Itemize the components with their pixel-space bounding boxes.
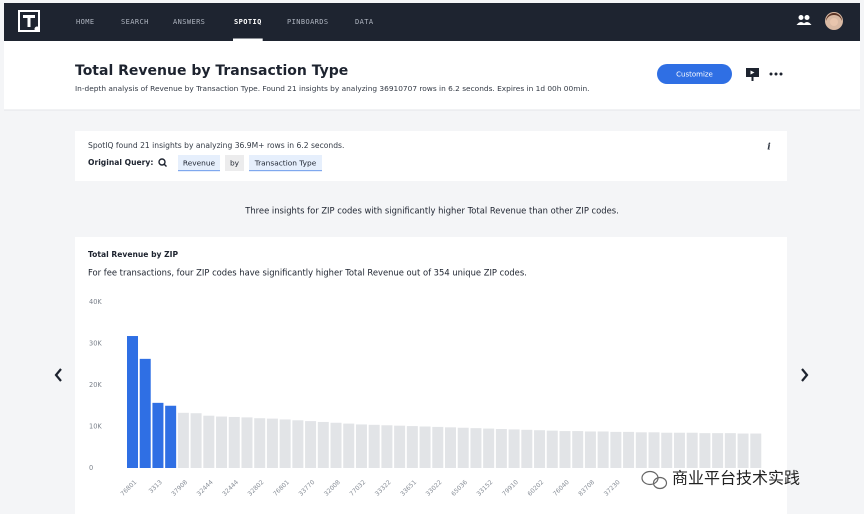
- query-chip-label[interactable]: Transaction Type: [254, 159, 317, 168]
- bar[interactable]: [610, 431, 622, 468]
- bar[interactable]: [419, 426, 431, 469]
- watermark-text: 商业平台技术实践: [672, 469, 800, 488]
- bar[interactable]: [597, 431, 609, 468]
- customize-button[interactable]: Customize: [657, 64, 732, 84]
- query-chip-label[interactable]: by: [230, 159, 240, 168]
- query-chip-underline: [178, 170, 220, 172]
- bar[interactable]: [190, 413, 202, 468]
- chart-title: Total Revenue by ZIP: [88, 250, 178, 259]
- bar[interactable]: [254, 418, 266, 468]
- nav-item[interactable]: SPOTIQ: [234, 18, 262, 26]
- bar[interactable]: [152, 402, 164, 468]
- bar[interactable]: [203, 415, 215, 468]
- bar[interactable]: [241, 417, 253, 468]
- query-chip-label[interactable]: Revenue: [183, 159, 216, 168]
- bar[interactable]: [305, 421, 317, 468]
- bar[interactable]: [750, 433, 762, 468]
- y-tick-label: 0: [89, 464, 93, 472]
- bar[interactable]: [584, 431, 596, 468]
- bar[interactable]: [228, 416, 240, 468]
- page-title: Total Revenue by Transaction Type: [75, 63, 348, 79]
- bar[interactable]: [623, 431, 635, 468]
- nav-bar: [4, 3, 860, 41]
- next-arrow[interactable]: [801, 368, 809, 382]
- bar[interactable]: [177, 412, 189, 468]
- query-label: Original Query:: [88, 158, 153, 167]
- info-icon[interactable]: i: [767, 143, 771, 153]
- bar[interactable]: [661, 432, 673, 468]
- users-icon[interactable]: [796, 15, 812, 25]
- bar[interactable]: [368, 424, 380, 468]
- bar[interactable]: [165, 405, 177, 468]
- avatar[interactable]: [825, 12, 843, 30]
- y-tick-label: 40K: [89, 298, 102, 306]
- watermark-icon: [641, 470, 668, 490]
- bar[interactable]: [317, 421, 329, 468]
- bar[interactable]: [737, 433, 749, 468]
- bar[interactable]: [724, 433, 736, 468]
- bar[interactable]: [266, 418, 278, 468]
- page-subtitle: In-depth analysis of Revenue by Transact…: [75, 84, 590, 93]
- bar[interactable]: [343, 423, 355, 468]
- bar[interactable]: [699, 433, 711, 468]
- chart-subtitle: For fee transactions, four ZIP codes hav…: [88, 268, 527, 278]
- nav-item[interactable]: PINBOARDS: [287, 18, 329, 26]
- query-chip: [178, 155, 220, 171]
- bar[interactable]: [216, 416, 228, 468]
- bar[interactable]: [355, 424, 367, 468]
- bar[interactable]: [394, 425, 406, 468]
- bar[interactable]: [572, 431, 584, 468]
- y-tick-label: 10K: [89, 423, 102, 431]
- bar[interactable]: [483, 428, 495, 468]
- present-icon[interactable]: [746, 68, 759, 81]
- bar[interactable]: [635, 432, 647, 468]
- y-tick-label: 20K: [89, 381, 102, 389]
- bar[interactable]: [330, 422, 342, 468]
- bar[interactable]: [139, 358, 151, 468]
- bar[interactable]: [445, 427, 456, 468]
- bar[interactable]: [521, 429, 533, 468]
- bar[interactable]: [470, 428, 482, 468]
- insight-heading: Three insights for ZIP codes with signif…: [244, 206, 619, 216]
- query-chip: [249, 155, 322, 171]
- bar[interactable]: [508, 429, 520, 468]
- search-icon: [158, 158, 167, 167]
- summary-text: SpotIQ found 21 insights by analyzing 36…: [88, 141, 344, 150]
- bar[interactable]: [127, 336, 138, 468]
- bar[interactable]: [495, 428, 507, 468]
- bar[interactable]: [559, 431, 571, 468]
- bar[interactable]: [686, 432, 698, 468]
- y-tick-label: 30K: [89, 340, 102, 348]
- prev-arrow[interactable]: [54, 368, 62, 382]
- bar[interactable]: [546, 430, 558, 468]
- nav-item[interactable]: HOME: [76, 18, 94, 26]
- bar[interactable]: [648, 432, 660, 468]
- query-chips: Revenue by Transaction Type: [178, 155, 322, 172]
- bar[interactable]: [673, 432, 685, 468]
- bar[interactable]: [457, 427, 469, 468]
- bar[interactable]: [381, 425, 393, 468]
- more-icon[interactable]: [769, 72, 783, 76]
- customize-label: Customize: [676, 71, 713, 79]
- bar[interactable]: [279, 419, 291, 468]
- nav-item[interactable]: SEARCH: [121, 18, 149, 26]
- logo[interactable]: [18, 10, 40, 32]
- query-chip: [225, 155, 244, 171]
- nav-item[interactable]: ANSWERS: [173, 18, 205, 26]
- nav-menu: HOME SEARCH ANSWERS SPOTIQ PINBOARDS DATA: [76, 18, 374, 41]
- bar[interactable]: [292, 420, 304, 468]
- bar[interactable]: [534, 430, 546, 468]
- bar[interactable]: [712, 433, 724, 468]
- bar[interactable]: [406, 426, 418, 468]
- query-chip-underline: [249, 170, 322, 172]
- nav-active-indicator: [233, 38, 263, 41]
- nav-item[interactable]: DATA: [355, 18, 374, 26]
- bar[interactable]: [432, 426, 444, 468]
